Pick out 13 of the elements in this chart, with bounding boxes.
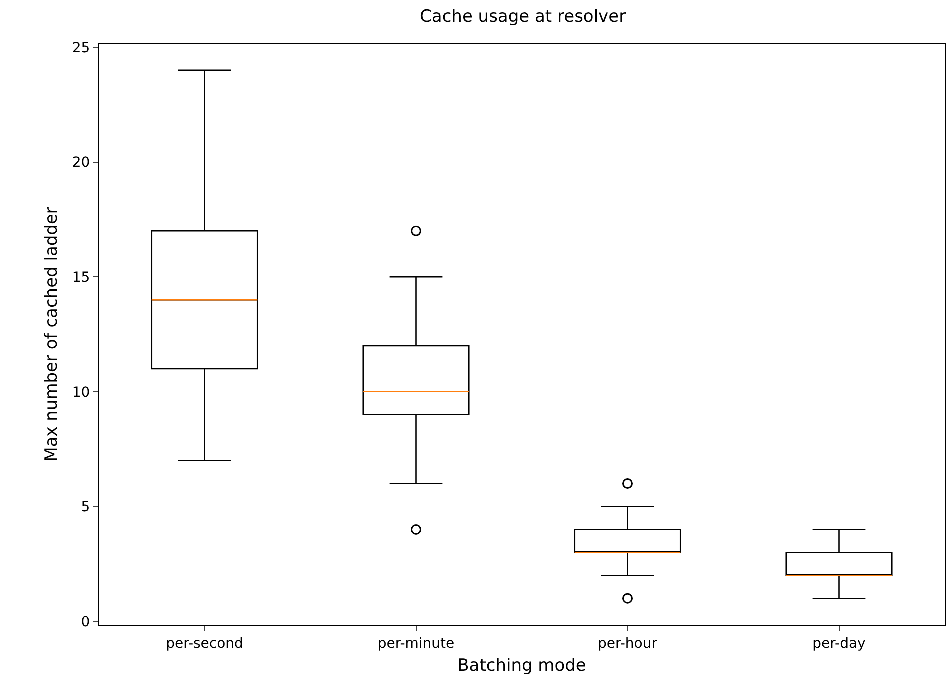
y-axis-title: Max number of cached ladder	[42, 207, 62, 462]
chart-title: Cache usage at resolver	[420, 7, 626, 28]
y-tick-label: 20	[72, 155, 90, 172]
y-tick-label: 10	[72, 384, 90, 401]
x-tick-label: per-second	[166, 636, 244, 652]
y-tick-label: 15	[72, 270, 90, 286]
y-tick-label: 5	[81, 500, 90, 516]
x-axis-title: Batching mode	[458, 656, 586, 676]
y-tick-label: 0	[81, 614, 90, 630]
x-tick-label: per-hour	[598, 636, 658, 652]
x-tick-label: per-minute	[378, 636, 455, 652]
x-tick-label: per-day	[812, 636, 866, 652]
y-tick-label: 25	[72, 40, 90, 56]
